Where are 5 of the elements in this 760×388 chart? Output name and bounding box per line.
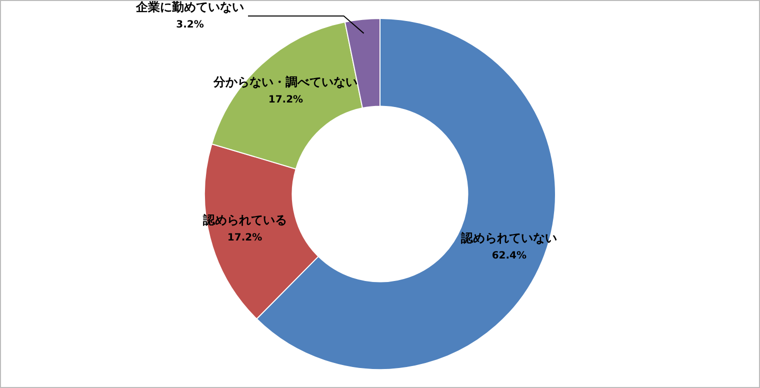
data-label: 3.2% bbox=[176, 20, 204, 31]
data-label: 62.4% bbox=[492, 250, 527, 262]
data-label: 17.2% bbox=[227, 232, 262, 244]
slice-label: 企業に勤めていない bbox=[135, 0, 244, 14]
data-label: 17.2% bbox=[268, 94, 304, 106]
